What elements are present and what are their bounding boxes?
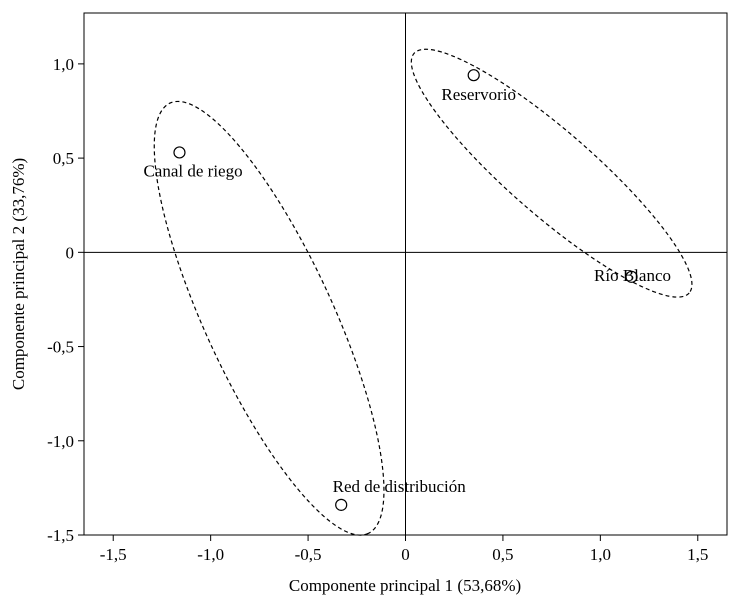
group-ellipses: [153, 48, 693, 536]
x-tick-label: -1,5: [100, 545, 127, 564]
x-tick-label: 1,5: [687, 545, 708, 564]
data-point-marker: [335, 498, 348, 511]
data-point-marker: [467, 69, 480, 82]
data-point-label: Canal de riego: [143, 161, 242, 180]
group-ellipse-1: [153, 100, 385, 536]
data-points: Canal de riego Red de distribución Reservo…: [143, 69, 671, 511]
data-point-marker: [173, 146, 186, 159]
reference-lines: [84, 13, 727, 535]
data-point-label: Red de distribución: [333, 477, 467, 496]
data-point-marker: [625, 270, 638, 283]
y-tick-label: 0: [66, 243, 75, 262]
x-axis-ticks: -1,5 -1,0 -0,5 0 0,5 1,0 1,5: [100, 535, 708, 564]
y-tick-label: 1,0: [53, 55, 74, 74]
data-point-label: Reservorio: [441, 85, 516, 104]
y-tick-label: -1,5: [47, 526, 74, 545]
x-tick-label: -1,0: [197, 545, 224, 564]
y-axis-title: Componente principal 2 (33,76%): [9, 158, 28, 390]
group-ellipse-2: [410, 48, 693, 298]
x-tick-label: 0: [401, 545, 410, 564]
y-axis-ticks: -1,5 -1,0 -0,5 0 0,5 1,0: [47, 55, 84, 545]
y-tick-label: -0,5: [47, 338, 74, 357]
x-tick-label: 1,0: [590, 545, 611, 564]
y-tick-label: 0,5: [53, 149, 74, 168]
y-tick-label: -1,0: [47, 432, 74, 451]
x-tick-label: 0,5: [492, 545, 513, 564]
x-tick-label: -0,5: [295, 545, 322, 564]
x-axis-title: Componente principal 1 (53,68%): [289, 576, 521, 595]
data-point-label: Río Blanco: [594, 266, 671, 285]
